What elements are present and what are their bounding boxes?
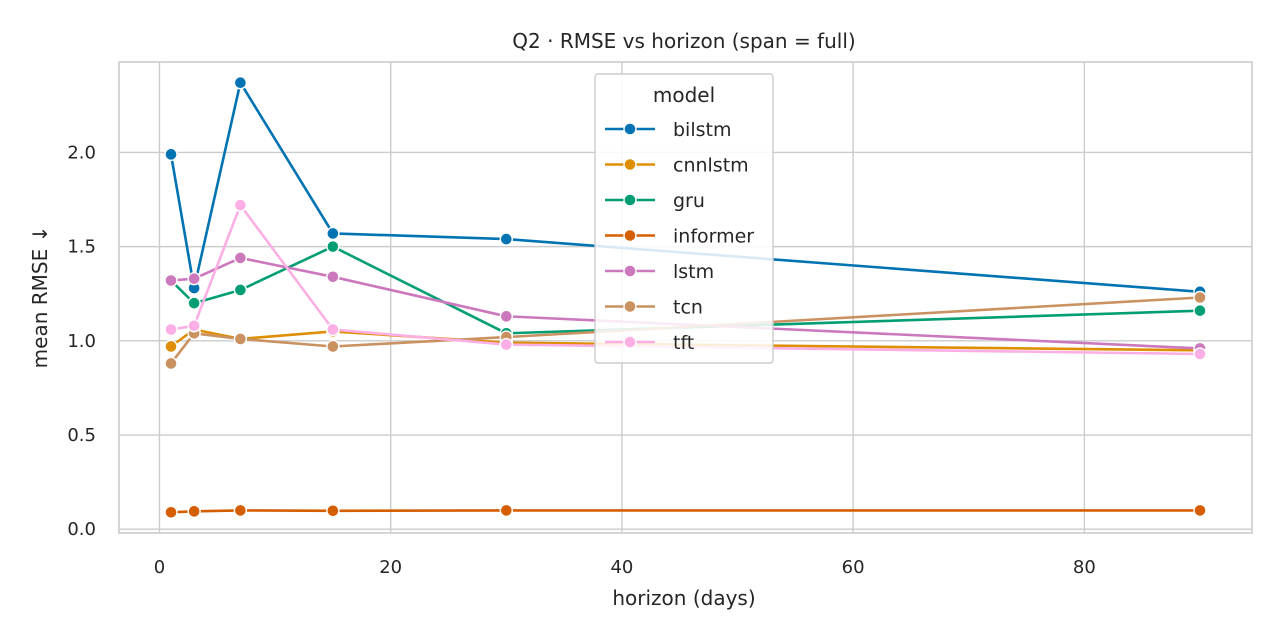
data-point [326,322,340,337]
y-tick-label: 1.0 [67,331,96,352]
legend-label: bilstm [673,119,731,141]
legend-marker [623,157,637,172]
data-point [499,503,514,518]
legend-item-tcn: tcn [605,297,703,319]
y-tick-label: 0.5 [67,425,96,446]
legend-item-cnnlstm: cnnlstm [605,155,749,177]
data-point [233,198,248,212]
legend-label: lstm [673,261,714,283]
data-point [233,332,248,346]
data-point [233,76,248,90]
legend-label: tcn [673,297,703,319]
legend-marker [623,228,637,243]
legend-title: model [653,83,715,107]
legend-item-tft: tft [605,332,694,354]
legend-item-lstm: lstm [605,261,714,283]
x-axis-label: horizon (days) [612,586,755,610]
data-point [1193,303,1207,318]
legend-label: informer [673,226,754,248]
data-point [187,319,201,333]
x-tick-label: 40 [610,557,633,578]
y-tick-label: 0.0 [67,519,96,540]
data-point [164,356,178,371]
data-point [187,296,201,310]
y-tick-label: 2.0 [67,142,96,163]
legend-item-bilstm: bilstm [605,119,731,141]
legend-label: tft [673,332,694,354]
data-point [233,503,248,518]
data-point [1193,347,1207,361]
chart-title: Q2 · RMSE vs horizon (span = full) [512,29,855,53]
series-informer [164,503,1207,519]
data-point [499,232,514,246]
data-point [499,337,514,352]
data-point [326,504,340,518]
data-point [187,271,201,286]
legend-marker [623,299,637,314]
legend-label: gru [673,190,705,212]
data-point [233,251,248,265]
legend-box [594,73,774,364]
data-point [164,339,178,354]
x-tick-label: 0 [154,557,165,578]
data-point [164,147,178,162]
legend-marker [623,193,637,207]
legend-marker [623,335,637,349]
data-point [326,226,340,241]
y-axis-ticks: 0.0 0.5 1.0 1.5 2.0 [67,142,96,540]
data-point [233,283,248,297]
x-tick-label: 20 [379,557,402,578]
data-point [1193,290,1207,305]
x-tick-label: 60 [842,557,865,578]
legend-label: cnnlstm [673,155,749,177]
data-point [164,505,178,519]
data-point [499,309,514,324]
y-axis-label: mean RMSE ↓ [28,226,52,369]
data-point [326,239,340,254]
legend-item-informer: informer [605,226,754,248]
data-point [1193,503,1207,518]
data-point [164,322,178,337]
legend-item-gru: gru [605,190,705,212]
data-point [187,504,201,519]
data-point [164,273,178,288]
legend: model bilstm cnnlstm gru informer lstm tcn tft [594,73,774,364]
y-tick-label: 1.5 [67,237,96,258]
data-point [326,270,340,284]
legend-marker [623,122,637,136]
data-point [326,339,340,354]
x-axis-ticks: 0 20 40 60 80 [154,557,1096,578]
legend-marker [623,264,637,278]
x-tick-label: 80 [1073,557,1096,578]
